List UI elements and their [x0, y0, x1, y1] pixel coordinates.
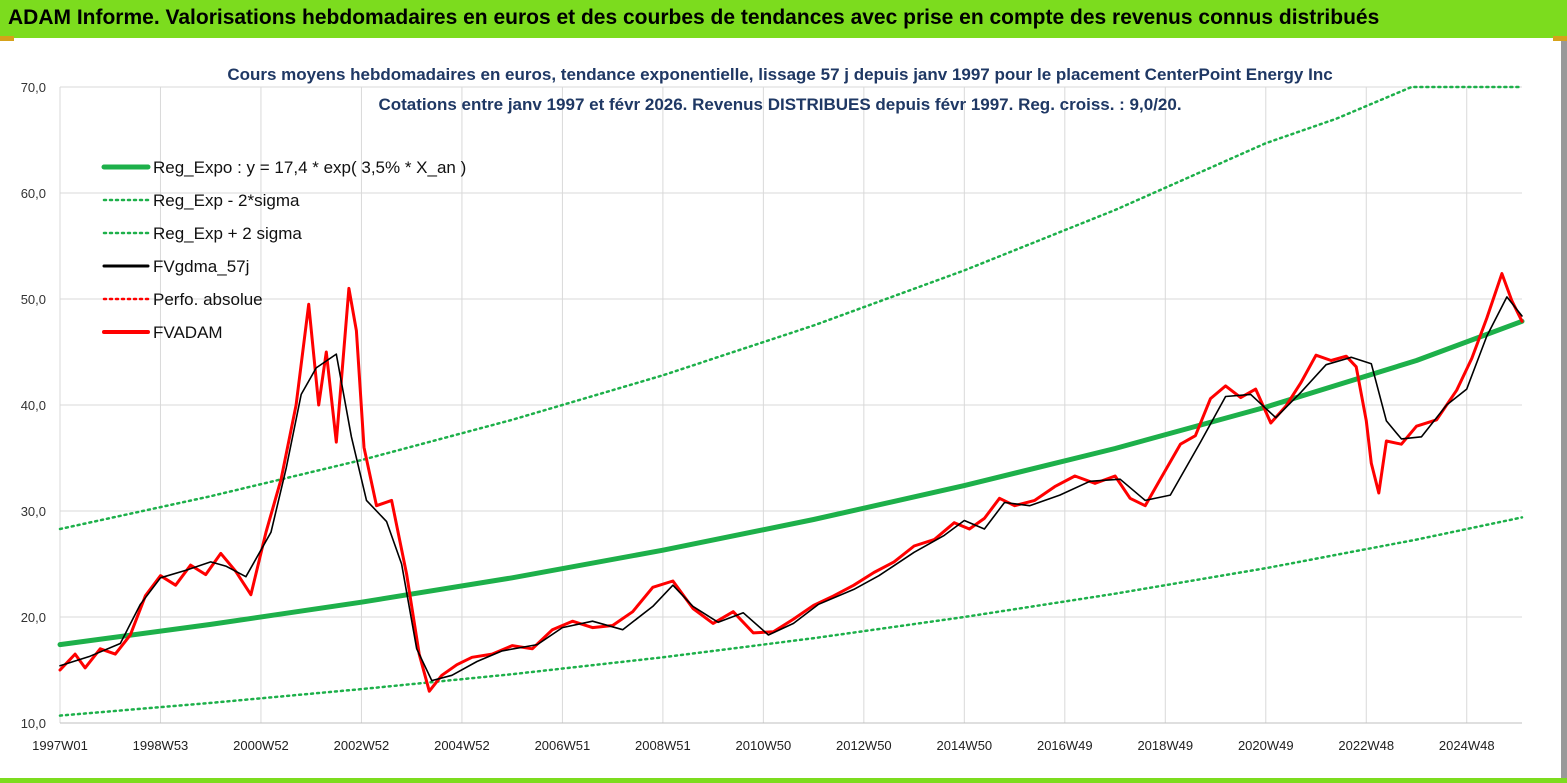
- legend-label-0: Reg_Expo : y = 17,4 * exp( 3,5% * X_an ): [153, 158, 466, 177]
- x-tick-label: 2000W52: [233, 738, 289, 753]
- y-tick-label: 50,0: [21, 292, 46, 307]
- y-tick-label: 10,0: [21, 716, 46, 731]
- chart-title-line-1: Cours moyens hebdomadaires en euros, ten…: [227, 65, 1332, 84]
- bottom-accent-bar: [0, 778, 1567, 783]
- legend-label-3: FVgdma_57j: [153, 257, 249, 276]
- x-tick-label: 2006W51: [535, 738, 591, 753]
- y-tick-label: 20,0: [21, 610, 46, 625]
- x-tick-label: 2022W48: [1338, 738, 1394, 753]
- x-tick-label: 1998W53: [133, 738, 189, 753]
- legend-label-2: Reg_Exp + 2 sigma: [153, 224, 302, 243]
- chart-title-line-2: Cotations entre janv 1997 et févr 2026. …: [378, 95, 1181, 114]
- x-tick-label: 2004W52: [434, 738, 490, 753]
- chart-title: Cours moyens hebdomadaires en euros, ten…: [227, 65, 1332, 114]
- legend-label-1: Reg_Exp - 2*sigma: [153, 191, 300, 210]
- y-axis-ticks: 10,0 20,0 30,0 40,0 50,0 60,0 70,0: [21, 80, 46, 731]
- x-axis-ticks: 1997W01 1998W53 2000W52 2002W52 2004W52 2006W…: [32, 738, 1494, 753]
- x-tick-label: 1997W01: [32, 738, 88, 753]
- x-tick-label: 2012W50: [836, 738, 892, 753]
- y-tick-label: 60,0: [21, 186, 46, 201]
- x-tick-label: 2014W50: [937, 738, 993, 753]
- series-line-1: [58, 516, 1524, 717]
- x-tick-label: 2018W49: [1137, 738, 1193, 753]
- series-line-0: [57, 318, 1525, 648]
- x-tick-label: 2024W48: [1439, 738, 1495, 753]
- x-tick-label: 2020W49: [1238, 738, 1294, 753]
- legend-label-5: FVADAM: [153, 323, 223, 342]
- x-tick-label: 2008W51: [635, 738, 691, 753]
- legend-label-4: Perfo. absolue: [153, 290, 263, 309]
- x-tick-label: 2002W52: [334, 738, 390, 753]
- series-lines: [57, 85, 1525, 717]
- y-tick-label: 30,0: [21, 504, 46, 519]
- banner-accent-right: [1553, 36, 1567, 41]
- series-line-5: [58, 272, 1524, 693]
- report-title: ADAM Informe. Valorisations hebdomadaire…: [8, 6, 1380, 29]
- x-tick-label: 2016W49: [1037, 738, 1093, 753]
- grid: [59, 86, 1522, 724]
- series-line-3: [59, 296, 1523, 682]
- series-line-2: [58, 85, 1524, 531]
- banner-accent-left: [0, 36, 14, 41]
- legend: Reg_Expo : y = 17,4 * exp( 3,5% * X_an )…: [101, 158, 466, 342]
- chart-frame: [0, 41, 1567, 783]
- y-tick-label: 70,0: [21, 80, 46, 95]
- report-banner: ADAM Informe. Valorisations hebdomadaire…: [0, 0, 1567, 38]
- y-tick-label: 40,0: [21, 398, 46, 413]
- x-tick-label: 2010W50: [736, 738, 792, 753]
